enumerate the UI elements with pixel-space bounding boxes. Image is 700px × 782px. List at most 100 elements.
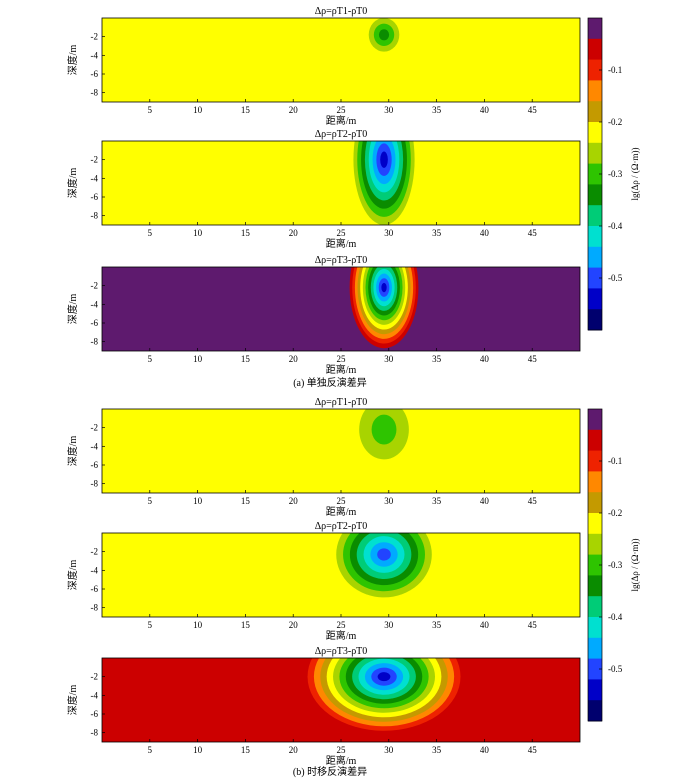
x-tick-label: 10 [193,228,203,238]
y-axis-label: 深度/m [66,685,79,716]
heatmap-panel-6: Δρ=ρT3-ρT0 5 10 15 20 25 30 35 40 45 -2 -4 -6 -8 距离/m 深… [66,646,581,767]
colorbar-tick-label: -0.2 [608,508,622,518]
colorbar-swatch [588,246,602,269]
colorbar-swatch [588,184,602,206]
panel-title: Δρ=ρT2-ρT0 [315,129,368,140]
y-axis-label: 深度/m [66,168,79,199]
x-axis-label: 距离/m [326,754,357,767]
x-axis-label: 距离/m [326,505,357,518]
y-tick-label: -2 [91,32,99,42]
colorbar-swatch [588,226,602,248]
colorbar-swatch [588,18,602,40]
x-tick-label: 5 [148,354,153,364]
colorbar-swatch [588,492,602,514]
x-tick-label: 45 [528,745,538,755]
x-tick-label: 30 [384,620,394,630]
x-tick-label: 15 [241,620,251,630]
colorbar-swatch [588,658,602,680]
colorbar-swatch [588,429,602,452]
colorbar-tick-label: -0.1 [608,456,622,466]
colorbar-swatch [588,471,602,493]
colorbar-tick-label: -0.4 [608,221,623,231]
x-tick-label: 35 [432,354,442,364]
heatmap-panel-2: Δρ=ρT2-ρT0 5 10 15 20 25 30 35 40 45 -2 -4 -6 -8 距离/m 深… [66,129,581,250]
contour-level [380,151,388,168]
y-tick-label: -6 [91,192,99,202]
colorbar-swatch [588,554,602,576]
x-tick-label: 35 [432,620,442,630]
colorbar-tick-label: -0.5 [608,273,623,283]
x-tick-label: 35 [432,496,442,506]
panel-title: Δρ=ρT3-ρT0 [315,255,368,266]
x-tick-label: 25 [337,228,347,238]
heatmap-background [102,18,580,102]
x-tick-label: 40 [480,496,490,506]
x-tick-label: 20 [289,745,299,755]
y-tick-label: -6 [91,709,99,719]
x-tick-label: 5 [148,228,153,238]
colorbar-tick-label: -0.3 [608,560,623,570]
x-tick-label: 30 [384,105,394,115]
colorbar-swatch [588,533,602,556]
colorbar-tick-label: -0.2 [608,117,622,127]
y-tick-label: -4 [91,441,99,451]
colorbar-swatch [588,163,602,185]
x-tick-label: 40 [480,228,490,238]
colorbar-swatch [588,617,602,639]
x-tick-label: 45 [528,105,538,115]
y-tick-label: -6 [91,69,99,79]
colorbar-a: -0.1 -0.2 -0.3 -0.4 -0.5 lg(Δρ / (Ω·m)) [587,17,640,331]
colorbar-swatch [588,80,602,102]
y-tick-label: -8 [91,728,99,738]
y-tick-label: -2 [91,155,99,165]
colorbar-swatch [588,142,602,165]
y-tick-label: -8 [91,603,99,613]
heatmap-background [102,409,580,493]
y-tick-label: -6 [91,584,99,594]
panel-title: Δρ=ρT3-ρT0 [315,646,368,657]
x-tick-label: 45 [528,354,538,364]
x-tick-label: 40 [480,745,490,755]
x-axis-label: 距离/m [326,114,357,127]
x-tick-label: 10 [193,105,203,115]
x-axis-label: 距离/m [326,629,357,642]
y-axis-label: 深度/m [66,294,79,325]
y-tick-label: -6 [91,460,99,470]
colorbar-tick-label: -0.3 [608,169,623,179]
panel-title: Δρ=ρT2-ρT0 [315,521,368,532]
x-tick-label: 45 [528,620,538,630]
contour-level [371,414,397,445]
colorbar-swatch [588,122,602,144]
y-tick-label: -6 [91,318,99,328]
y-tick-label: -2 [91,672,99,682]
x-tick-label: 5 [148,620,153,630]
colorbar-b: -0.1 -0.2 -0.3 -0.4 -0.5 lg(Δρ / (Ω·m)) [587,408,640,722]
x-tick-label: 35 [432,105,442,115]
caption-b: (b) 时移反演差异 [293,765,367,778]
x-tick-label: 40 [480,354,490,364]
colorbar-swatch [588,700,602,722]
x-tick-label: 15 [241,105,251,115]
colorbar-swatch [588,637,602,660]
heatmap-background [102,141,580,225]
colorbar-swatch [588,596,602,618]
x-tick-label: 30 [384,496,394,506]
heatmap-panel-1: Δρ=ρT1-ρT0 5 10 15 20 25 30 35 40 45 -2 -4 -6 -8 距离/m 深… [66,6,581,127]
x-tick-label: 20 [289,228,299,238]
x-tick-label: 20 [289,354,299,364]
contour-level [377,548,391,561]
colorbar-swatch [588,38,602,61]
y-tick-label: -2 [91,423,99,433]
y-tick-label: -8 [91,479,99,489]
x-tick-label: 35 [432,228,442,238]
y-axis-label: 深度/m [66,560,79,591]
colorbar-swatch [588,205,602,227]
colorbar-label: lg(Δρ / (Ω·m)) [630,148,640,201]
x-tick-label: 15 [241,745,251,755]
colorbar-swatch [588,450,602,472]
x-tick-label: 15 [241,496,251,506]
x-axis-label: 距离/m [326,363,357,376]
panel-title: Δρ=ρT1-ρT0 [315,6,368,17]
colorbar-swatch [588,513,602,535]
